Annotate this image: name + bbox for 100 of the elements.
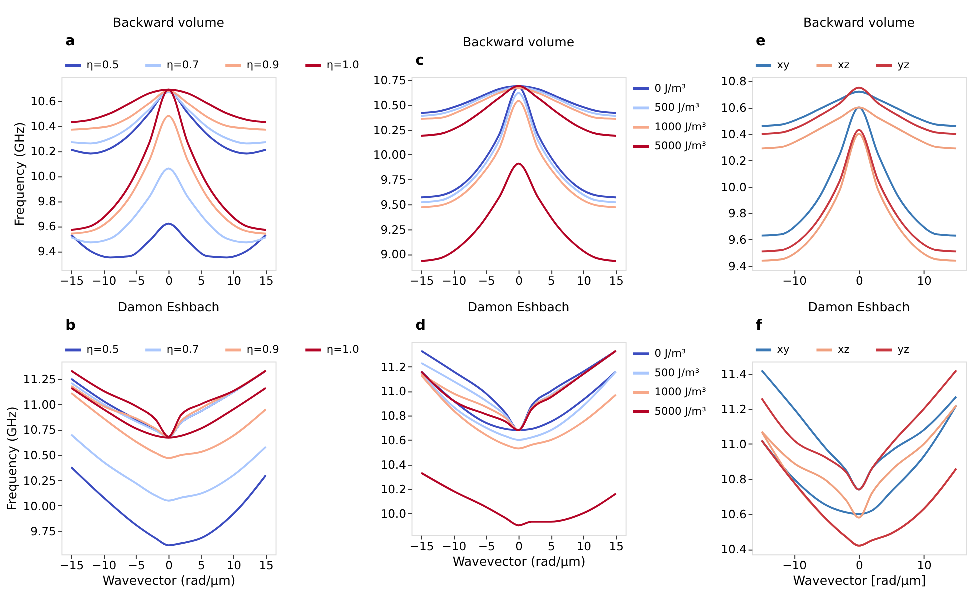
legend-label: xy xyxy=(777,60,790,72)
x-tick-label: 10 xyxy=(226,558,242,573)
y-tick-label: 11.2 xyxy=(721,402,747,416)
x-tick-label: −5 xyxy=(128,274,146,288)
y-tick-label: 9.75 xyxy=(30,524,56,539)
y-tick-label: 10.0 xyxy=(721,180,747,194)
x-tick-label: 0 xyxy=(856,274,864,288)
legend-label: η=1.0 xyxy=(326,60,360,72)
x-tick-label: −15 xyxy=(60,274,84,288)
line-series xyxy=(760,86,958,136)
text: f xyxy=(756,318,764,334)
legend-label: xy xyxy=(777,344,790,356)
x-tick-label: 0 xyxy=(166,558,173,573)
y-tick-label: 11.2 xyxy=(380,360,406,374)
line-series xyxy=(70,222,268,259)
y-tick-label: 10.2 xyxy=(380,482,406,496)
x-tick-label: −10 xyxy=(782,274,808,288)
x-axis-title: Wavevector [rad/μm] xyxy=(793,573,926,588)
chart-title: Backward volume xyxy=(463,34,575,50)
line-series xyxy=(70,88,268,232)
y-tick-label: 9.00 xyxy=(380,248,406,262)
y-tick-label: 9.4 xyxy=(728,260,747,274)
legend-label: xz xyxy=(838,344,850,356)
legend-label: η=0.7 xyxy=(166,344,200,356)
chart-title: Backward volume xyxy=(113,15,225,30)
y-tick-label: 10.6 xyxy=(721,101,747,116)
y-tick-label: 10.2 xyxy=(30,144,56,159)
y-tick-label: 10.25 xyxy=(373,123,406,138)
x-tick-label: 0 xyxy=(166,274,173,288)
x-tick-label: 5 xyxy=(198,274,206,288)
line-series xyxy=(70,434,268,502)
chart-title: Backward volume xyxy=(803,15,916,30)
legend-label: xz xyxy=(838,60,850,72)
line-series xyxy=(420,162,618,262)
y-tick-label: 9.6 xyxy=(38,220,56,234)
legend-label: η=0.9 xyxy=(246,344,280,356)
x-tick-label: 5 xyxy=(198,558,206,573)
x-tick-label: −10 xyxy=(92,274,117,288)
x-tick-label: 5 xyxy=(548,539,556,554)
x-tick-label: −10 xyxy=(92,558,117,573)
y-tick-label: 11.00 xyxy=(23,398,56,412)
y-tick-label: 10.0 xyxy=(30,170,56,184)
legend-label: yz xyxy=(898,60,910,72)
line-series xyxy=(420,472,618,527)
x-tick-label: 15 xyxy=(259,558,274,573)
y-tick-label: 10.4 xyxy=(380,458,406,472)
legend-label: 1000 J/m³ xyxy=(654,121,706,134)
y-tick-label: 9.8 xyxy=(38,194,56,209)
y-tick-label: 9.4 xyxy=(38,244,56,259)
x-tick-label: −5 xyxy=(478,539,496,554)
legend-label: η=1.0 xyxy=(326,344,360,356)
text: c xyxy=(416,52,424,69)
y-tick-label: 10.4 xyxy=(721,542,747,557)
x-axis-title: Wavevector (rad/μm) xyxy=(102,573,236,588)
x-tick-label: 10 xyxy=(576,539,592,554)
x-tick-label: −15 xyxy=(410,274,434,288)
line-series xyxy=(70,392,268,460)
y-tick-label: 10.8 xyxy=(721,472,747,487)
y-tick-label: 10.00 xyxy=(23,499,56,514)
x-tick-label: −15 xyxy=(410,539,434,554)
y-tick-label: 11.0 xyxy=(721,438,747,452)
x-tick-label: −10 xyxy=(442,274,467,288)
legend-label: 5000 J/m³ xyxy=(654,406,706,418)
text: e xyxy=(756,34,766,50)
x-tick-label: −10 xyxy=(782,558,808,573)
y-tick-label: 9.25 xyxy=(380,222,406,237)
y-tick-label: 9.50 xyxy=(380,198,406,212)
legend-label: 0 J/m³ xyxy=(654,82,686,95)
line-series xyxy=(70,466,268,546)
y-tick-label: 10.6 xyxy=(380,434,406,448)
x-tick-label: 10 xyxy=(917,558,932,573)
x-axis-title: Wavevector (rad/μm) xyxy=(452,554,586,569)
x-tick-label: −5 xyxy=(478,274,496,288)
x-tick-label: 0 xyxy=(516,274,523,288)
y-tick-label: 11.25 xyxy=(23,372,56,386)
x-tick-label: 15 xyxy=(609,539,624,554)
chart-title: Damon Eshbach xyxy=(118,300,220,315)
legend-label: 5000 J/m³ xyxy=(654,140,706,153)
y-tick-label: 11.0 xyxy=(380,384,406,399)
x-tick-label: 0 xyxy=(856,558,864,573)
legend-label: 500 J/m³ xyxy=(654,102,700,114)
legend-label: η=0.5 xyxy=(86,60,120,72)
y-tick-label: 10.0 xyxy=(380,506,406,521)
legend-label: η=0.7 xyxy=(166,60,200,72)
y-tick-label: 10.8 xyxy=(380,409,406,424)
y-tick-label: 10.2 xyxy=(721,154,747,168)
y-tick-label: 10.4 xyxy=(30,120,56,134)
line-series xyxy=(420,85,618,137)
text: a xyxy=(66,34,76,50)
x-tick-label: −5 xyxy=(128,558,146,573)
x-tick-label: 10 xyxy=(576,274,592,288)
legend-label: 0 J/m³ xyxy=(654,348,686,360)
line-series xyxy=(70,115,268,235)
y-tick-label: 11.4 xyxy=(721,367,747,382)
y-tick-label: 10.75 xyxy=(373,74,406,88)
chart-title: Damon Eshbach xyxy=(468,300,570,315)
y-tick-label: 10.25 xyxy=(23,474,56,488)
y-tick-label: 10.75 xyxy=(23,423,56,438)
line-series xyxy=(760,370,958,491)
y-tick-label: 10.8 xyxy=(721,74,747,89)
